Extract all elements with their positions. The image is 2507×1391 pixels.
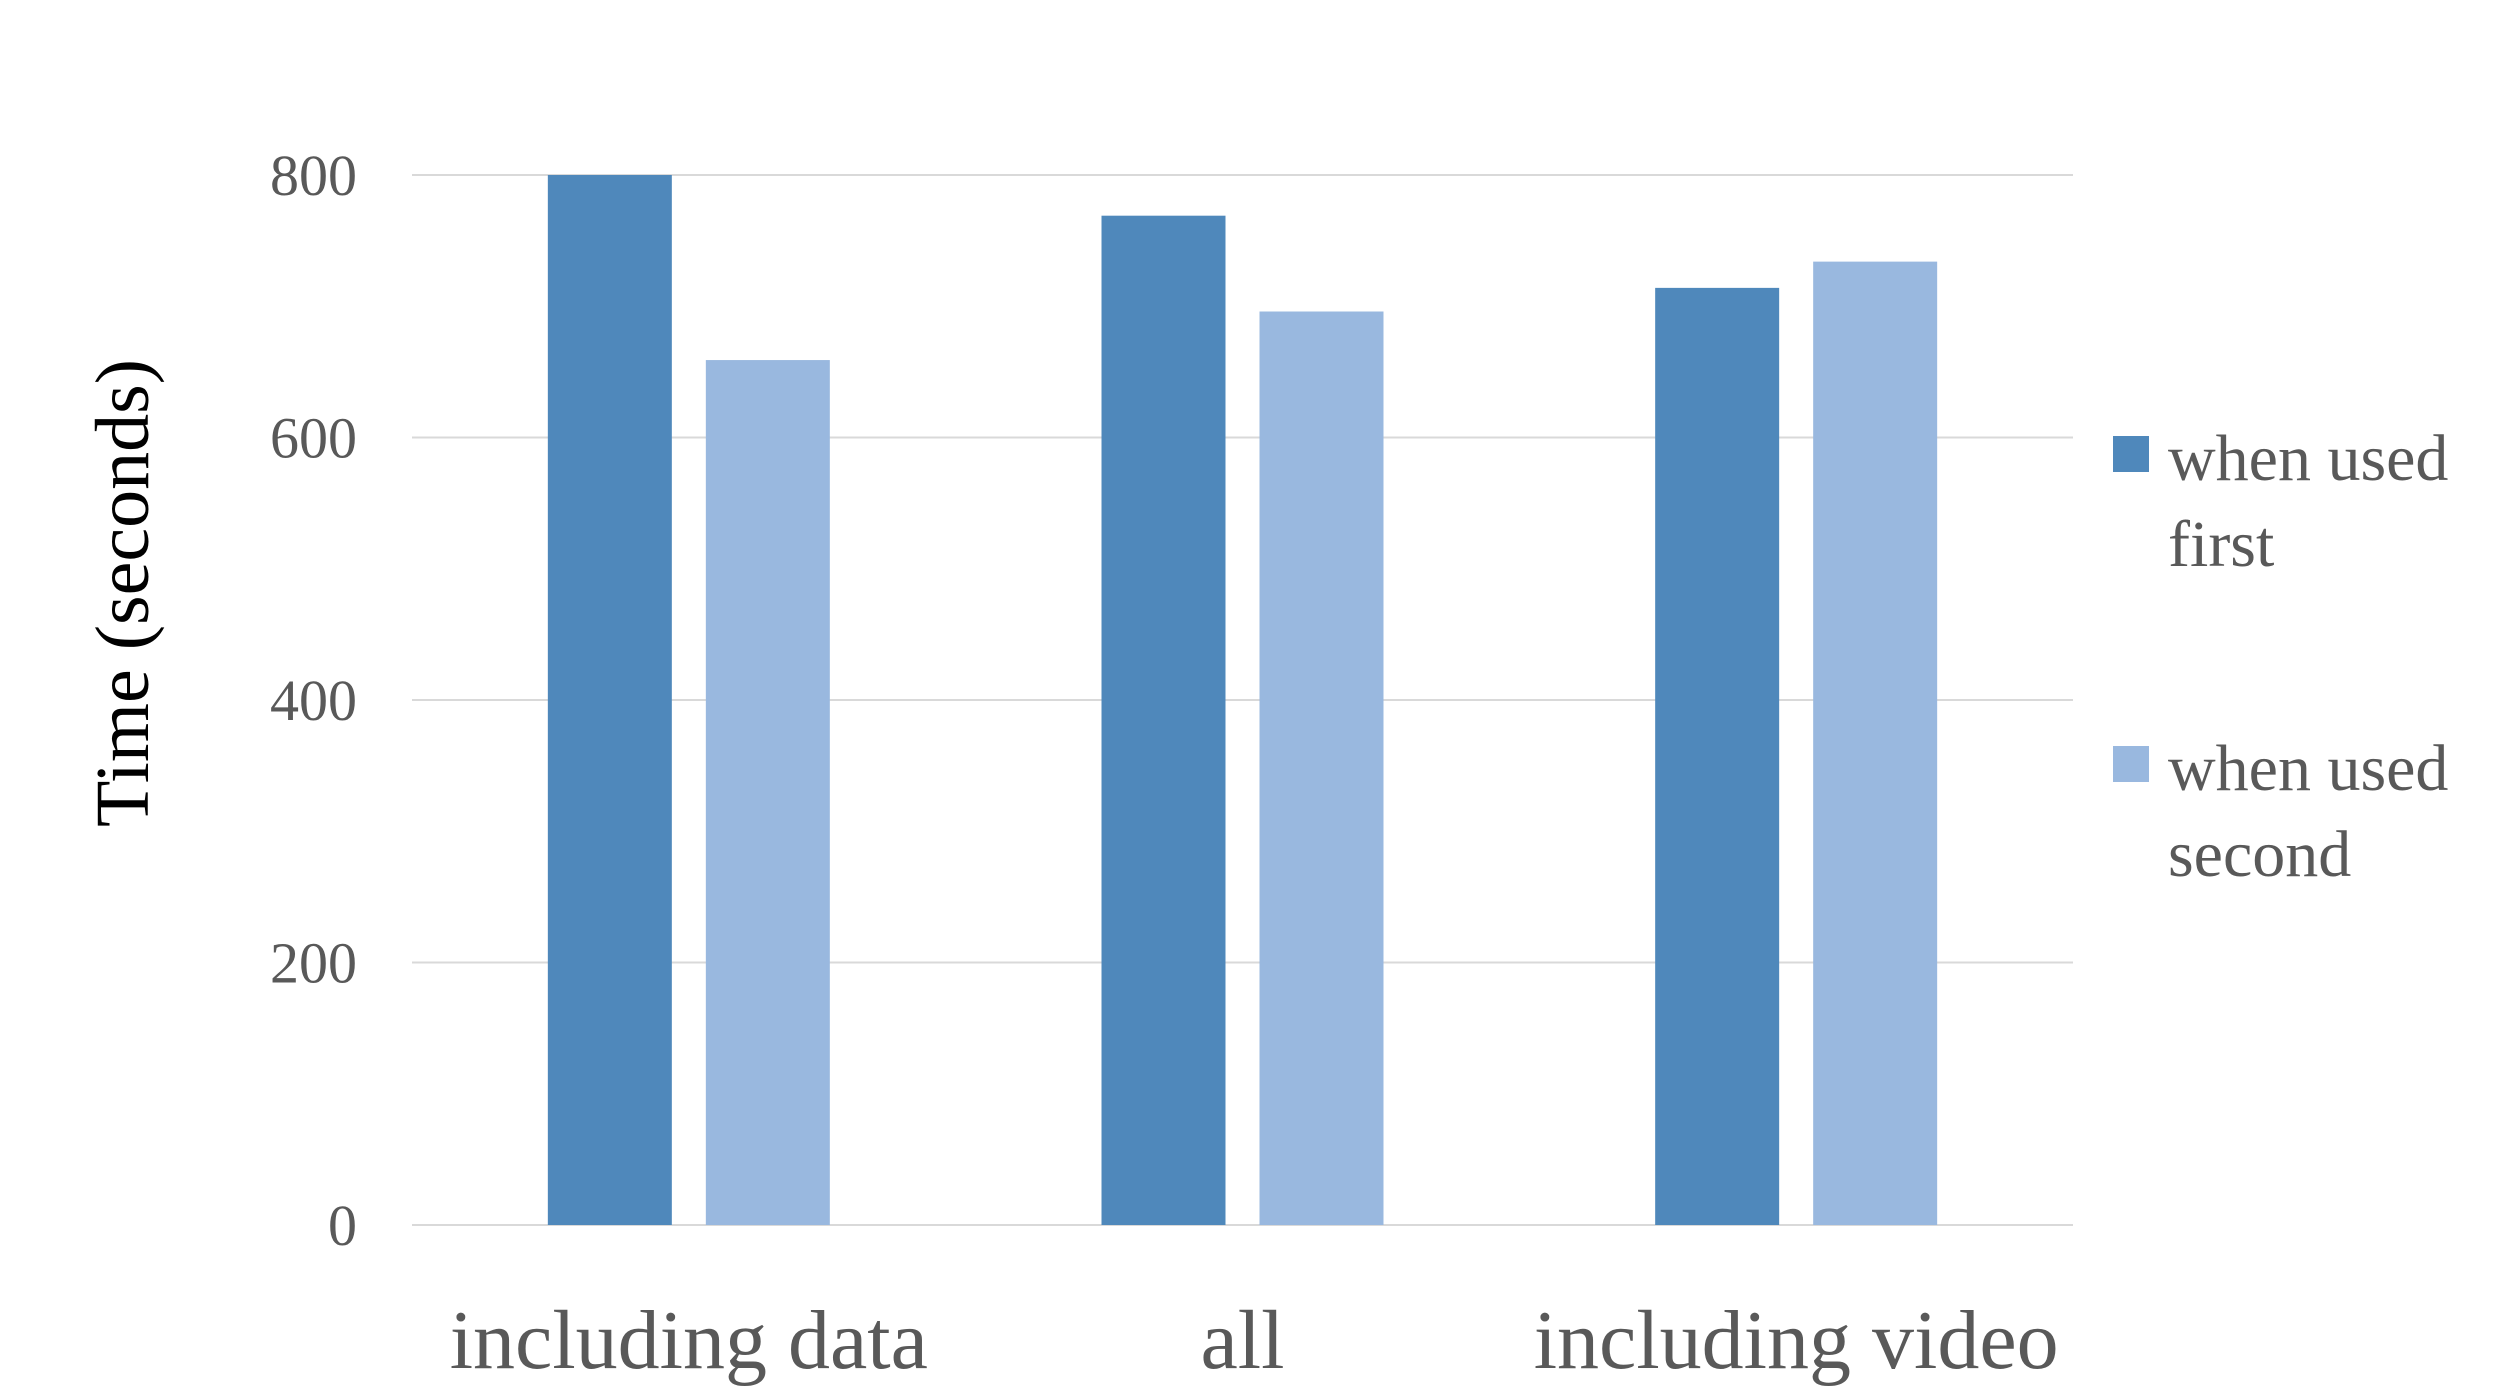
gridlines bbox=[412, 174, 2073, 1226]
y-axis-ticks: 0 200 400 600 800 bbox=[270, 143, 357, 1258]
y-tick-label-400: 400 bbox=[270, 668, 357, 733]
bar-all-series-2 bbox=[1259, 311, 1384, 1225]
y-axis-title: Time (seconds) bbox=[81, 359, 165, 827]
x-category-label-2: including video bbox=[1534, 1294, 2059, 1387]
x-category-label-1: all bbox=[1201, 1294, 1285, 1387]
legend-swatch-1 bbox=[2113, 436, 2149, 472]
x-category-label-0: including data bbox=[450, 1294, 928, 1387]
y-tick-label-0: 0 bbox=[328, 1193, 357, 1258]
y-tick-label-600: 600 bbox=[270, 406, 357, 471]
bar-including-data-series-2 bbox=[705, 360, 830, 1225]
bar-including-video-series-1 bbox=[1655, 287, 1780, 1225]
legend-swatch-2 bbox=[2113, 746, 2149, 782]
y-tick-label-800: 800 bbox=[270, 143, 357, 208]
x-axis-categories: including data all including video bbox=[450, 1294, 2059, 1387]
legend-label-2: when used second bbox=[2168, 732, 2448, 891]
bar-including-video-series-2 bbox=[1813, 261, 1938, 1225]
legend-label-1: when used first bbox=[2168, 422, 2448, 581]
bars bbox=[547, 175, 1938, 1225]
legend: when used first when used second bbox=[2113, 422, 2448, 891]
bar-including-data-series-1 bbox=[547, 175, 672, 1225]
y-tick-label-200: 200 bbox=[270, 931, 357, 996]
bar-all-series-1 bbox=[1101, 215, 1226, 1225]
